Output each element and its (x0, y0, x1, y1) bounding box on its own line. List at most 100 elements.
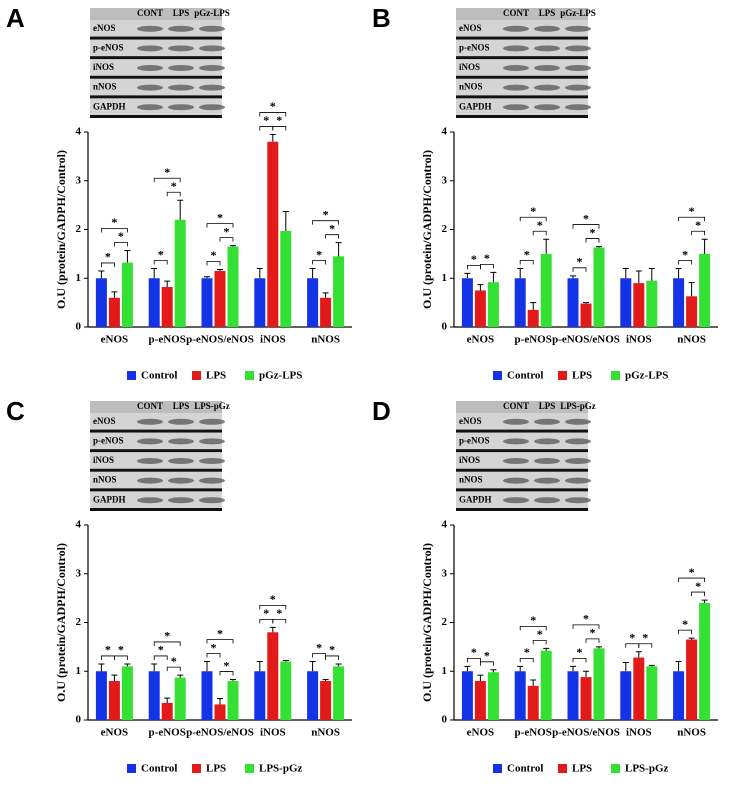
error-bar (217, 268, 223, 271)
blot-separator (90, 56, 222, 60)
error-bar (477, 674, 484, 681)
error-bar (124, 249, 131, 263)
blot: CONT LPS LPS-pGz eNOS p-eNOS iNOS nNOS GAPDH (90, 401, 230, 511)
legend-swatch (127, 764, 136, 773)
x-tick-label: eNOS (467, 727, 495, 739)
y-tick-label: 3 (76, 567, 82, 579)
y-tick-label: 3 (442, 174, 448, 186)
y-tick-label: 0 (442, 321, 448, 333)
bar (514, 278, 526, 327)
significance-label: * (105, 250, 111, 264)
error-bar (98, 270, 105, 279)
blot-band (137, 45, 163, 52)
significance-bracket (101, 228, 128, 233)
significance-label: * (211, 248, 217, 262)
significance-label: * (537, 218, 543, 232)
error-bar (490, 669, 497, 673)
significance-label: * (471, 252, 477, 266)
bar (148, 278, 160, 327)
blot-band (199, 65, 225, 71)
bar (174, 677, 186, 720)
row-label: iNOS (93, 455, 114, 465)
bar (620, 278, 632, 327)
significance-bracket (259, 112, 287, 117)
blot-band (534, 438, 560, 445)
x-tick-label: p-eNOS/eNOS (186, 334, 254, 346)
error-bar (675, 661, 682, 672)
significance-label: * (524, 645, 530, 659)
blot-separator (90, 488, 222, 492)
lane-label: LPS (539, 401, 556, 411)
bar (320, 681, 332, 720)
bar (461, 671, 473, 720)
significance-bracket (519, 260, 534, 265)
blot-band (168, 65, 194, 71)
legend-swatch (245, 764, 254, 773)
error-bar (269, 133, 276, 142)
significance-bracket (585, 638, 600, 643)
significance-label: * (682, 617, 688, 631)
significance-bracket (467, 657, 481, 663)
error-bar (490, 271, 497, 283)
bar (108, 681, 120, 720)
significance-label: * (164, 165, 170, 179)
error-bar (124, 663, 131, 667)
row-label: eNOS (93, 416, 116, 426)
blot-band (565, 104, 591, 111)
significance-label: * (270, 99, 276, 113)
legend-label: Control (507, 370, 543, 382)
legend-label: pGz-LPS (625, 370, 668, 382)
blot-band (565, 45, 591, 52)
blot-band (534, 477, 560, 484)
significance-label: * (642, 631, 648, 645)
blot-band (199, 497, 225, 504)
lane-label: CONT (503, 8, 529, 18)
significance-label: * (217, 626, 223, 640)
significance-label: * (118, 229, 124, 243)
panel-label: D (372, 396, 391, 426)
error-bar (596, 246, 602, 248)
significance-bracket (519, 625, 547, 631)
significance-label: * (105, 643, 111, 657)
error-bar (635, 270, 642, 284)
error-bar (164, 697, 171, 703)
row-label: iNOS (459, 62, 480, 72)
error-bar (688, 637, 695, 640)
row-label: eNOS (459, 416, 482, 426)
significance-label: * (224, 658, 230, 672)
blot-separator (90, 449, 222, 453)
significance-label: * (577, 645, 583, 659)
legend-swatch (192, 371, 201, 380)
legend-swatch (493, 764, 502, 773)
blot-band (503, 45, 529, 52)
row-label: p-eNOS (459, 42, 490, 52)
significance-bracket (532, 639, 547, 645)
blot-separator (456, 56, 588, 60)
blot-band (168, 458, 194, 464)
error-bar (648, 268, 655, 281)
bar (474, 290, 486, 327)
bar (254, 671, 266, 720)
bar (214, 704, 226, 720)
error-bar (256, 661, 263, 672)
error-bar (151, 663, 158, 672)
blot-band (503, 104, 529, 111)
blot-separator (90, 508, 222, 511)
bar (633, 657, 645, 720)
blot-band (199, 458, 225, 464)
bar (307, 671, 319, 720)
panel: D CONT LPS LPS-pGz eNOS p-eNOS iNOS nNOS GAPDH 0 1… (372, 396, 718, 775)
error-bar (530, 302, 537, 310)
y-tick-label: 4 (76, 126, 82, 138)
lane-label: LPS-pGz (194, 401, 230, 411)
error-bar (530, 679, 537, 686)
significance-label: * (118, 643, 124, 657)
significance-label: * (583, 612, 589, 626)
legend-label: LPS-pGz (625, 763, 669, 775)
error-bar (635, 651, 642, 658)
error-bar (543, 647, 550, 651)
x-tick-label: iNOS (626, 727, 652, 739)
significance-bracket (206, 261, 221, 266)
significance-bracket (519, 216, 547, 222)
significance-label: * (329, 643, 335, 657)
